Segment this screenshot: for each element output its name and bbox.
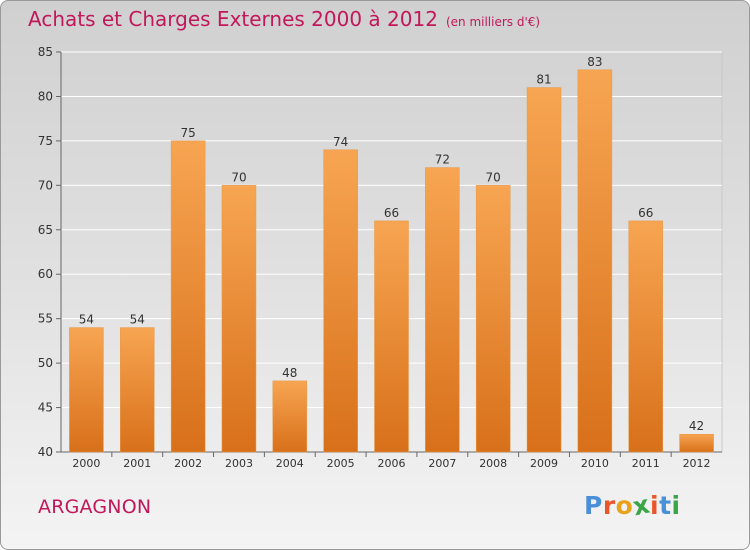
bar-value-label-2008: 70 (486, 170, 501, 184)
bar-2012 (679, 433, 714, 453)
bar-2009 (526, 87, 562, 453)
bar-value-label-2009: 81 (536, 73, 551, 87)
x-tick-label-2004: 2004 (276, 457, 304, 470)
bar-value-label-2002: 75 (180, 126, 195, 140)
bar-2003 (221, 185, 257, 453)
chart-subtitle: (en milliers d'€) (445, 15, 541, 29)
logo-letter: i (671, 491, 681, 520)
logo-letter: i (650, 491, 660, 520)
bar-2006 (374, 220, 409, 453)
y-tick-label: 65 (38, 223, 53, 237)
logo-letter: r (602, 491, 616, 520)
x-tick-label-2005: 2005 (327, 457, 355, 470)
chart-title-text: Achats et Charges Externes 2000 à 2012 (28, 7, 438, 31)
proxiti-logo: Proxiti (584, 490, 681, 522)
x-tick-label-2002: 2002 (174, 457, 202, 470)
bar-value-label-2010: 83 (587, 55, 602, 69)
logo-letter: t (659, 491, 672, 520)
bar-value-label-2006: 66 (384, 206, 399, 220)
x-tick-label-2006: 2006 (378, 457, 406, 470)
bar-2008 (475, 185, 511, 453)
x-tick-label-2000: 2000 (72, 457, 100, 470)
commune-label: ARGAGNON (38, 496, 152, 518)
x-tick-label-2008: 2008 (479, 457, 507, 470)
y-tick-label: 60 (38, 267, 53, 281)
bar-2011 (628, 220, 663, 453)
bar-2000 (69, 327, 104, 453)
x-tick-label-2011: 2011 (632, 457, 660, 470)
bar-2010 (577, 69, 613, 453)
y-tick-label: 45 (38, 401, 53, 415)
y-tick-label: 85 (38, 45, 53, 59)
bar-value-label-2011: 66 (638, 206, 653, 220)
logo-letter: o (615, 491, 634, 520)
bar-value-label-2007: 72 (435, 153, 450, 167)
x-tick-label-2012: 2012 (683, 457, 711, 470)
bar-2002 (170, 140, 206, 453)
logo-letter: P (584, 491, 603, 520)
x-tick-label-2003: 2003 (225, 457, 253, 470)
bar-value-label-2000: 54 (79, 313, 94, 327)
bar-2007 (425, 167, 460, 453)
y-tick-label: 55 (38, 312, 53, 326)
x-tick-label-2001: 2001 (123, 457, 151, 470)
bar-2004 (272, 380, 308, 453)
y-tick-label: 75 (38, 134, 53, 148)
y-tick-label: 40 (38, 445, 53, 459)
bar-2001 (120, 327, 155, 453)
chart-title: Achats et Charges Externes 2000 à 2012 (e… (28, 7, 540, 31)
y-tick-label: 80 (38, 89, 53, 103)
y-tick-label: 70 (38, 178, 53, 192)
y-tick-label: 50 (38, 356, 53, 370)
bar-value-label-2003: 70 (231, 170, 246, 184)
x-tick-label-2007: 2007 (428, 457, 456, 470)
bar-2005 (323, 149, 358, 453)
bar-value-label-2005: 74 (333, 135, 348, 149)
bar-value-label-2001: 54 (130, 313, 145, 327)
bar-value-label-2004: 48 (282, 366, 297, 380)
x-tick-label-2009: 2009 (530, 457, 558, 470)
x-tick-label-2010: 2010 (581, 457, 609, 470)
bar-value-label-2012: 42 (689, 419, 704, 433)
